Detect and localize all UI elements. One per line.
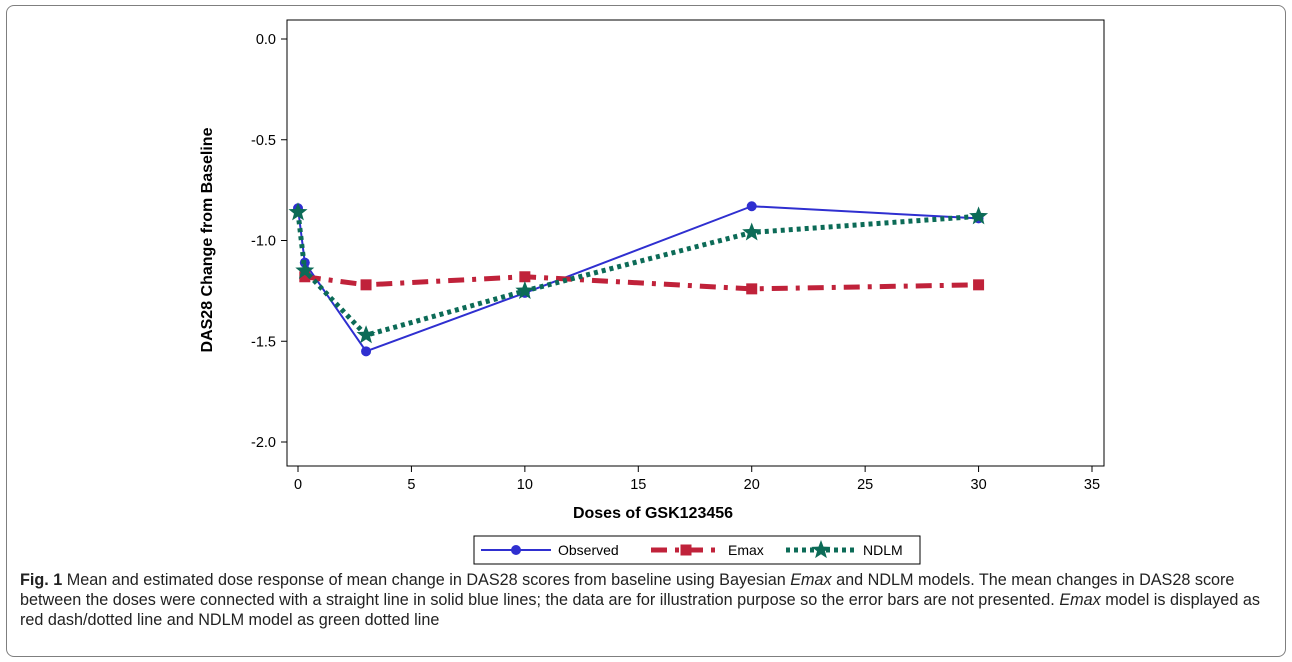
plot-area xyxy=(286,19,1105,467)
data-point-emax xyxy=(299,271,311,283)
legend-label-emax: Emax xyxy=(728,542,764,558)
y-tick-label: -1.0 xyxy=(251,234,276,250)
x-axis: 0 5 10 15 20 25 30 35 xyxy=(294,466,1100,493)
caption-emax-1: Emax xyxy=(790,571,832,589)
data-point-observed xyxy=(361,346,372,357)
legend-marker-ndlm xyxy=(811,540,831,559)
legend-marker-emax xyxy=(680,544,692,556)
data-point-ndlm xyxy=(295,260,315,279)
caption-text-1: Mean and estimated dose response of mean… xyxy=(62,571,791,589)
y-tick-label: 0.0 xyxy=(256,32,276,48)
x-tick-label: 10 xyxy=(517,477,533,493)
x-tick-label: 0 xyxy=(294,477,302,493)
x-tick-label: 35 xyxy=(1084,477,1100,493)
y-tick-label: -0.5 xyxy=(251,133,276,149)
legend-marker-observed xyxy=(511,545,521,555)
caption-text-2: and NDLM models. The mean changes in DAS… xyxy=(20,571,1235,609)
series-emax xyxy=(299,271,985,295)
caption-emax-2: Emax xyxy=(1059,591,1101,609)
y-axis-title: DAS28 Change from Baseline xyxy=(199,127,216,352)
legend-label-ndlm: NDLM xyxy=(863,542,903,558)
x-axis-title: Doses of GSK123456 xyxy=(573,505,733,522)
data-point-emax xyxy=(519,271,531,283)
data-point-emax xyxy=(746,283,758,295)
data-point-ndlm xyxy=(288,202,308,221)
data-point-ndlm xyxy=(742,222,762,241)
legend: Observed Emax NDLM xyxy=(473,535,921,565)
series-line-ndlm xyxy=(295,212,979,338)
data-point-emax xyxy=(973,279,985,291)
data-point-ndlm xyxy=(969,206,989,225)
data-point-emax xyxy=(360,279,372,291)
y-axis: 0.0 -0.5 -1.0 -1.5 -2.0 xyxy=(251,32,287,451)
y-tick-label: -2.0 xyxy=(251,435,276,451)
data-point-observed xyxy=(746,201,757,212)
series-line-emax xyxy=(304,274,979,292)
data-point-ndlm xyxy=(515,280,535,299)
series-layer xyxy=(288,201,989,357)
figure-caption: Fig. 1 Mean and estimated dose response … xyxy=(20,570,1275,630)
caption-label: Fig. 1 xyxy=(20,571,63,589)
x-tick-label: 20 xyxy=(744,477,760,493)
x-tick-label: 5 xyxy=(407,477,415,493)
series-ndlm xyxy=(288,202,989,344)
legend-label-observed: Observed xyxy=(558,542,619,558)
x-tick-label: 30 xyxy=(971,477,987,493)
series-line-observed xyxy=(297,205,979,353)
caption-text-3: model is displayed as red dash/dotted li… xyxy=(20,591,1260,629)
chart: 0.0 -0.5 -1.0 -1.5 -2.0 0 5 10 15 20 25 30 35 DAS28… xyxy=(199,19,1105,565)
data-point-ndlm xyxy=(356,325,376,344)
x-tick-label: 25 xyxy=(857,477,873,493)
y-tick-label: -1.5 xyxy=(251,334,276,350)
x-tick-label: 15 xyxy=(630,477,646,493)
